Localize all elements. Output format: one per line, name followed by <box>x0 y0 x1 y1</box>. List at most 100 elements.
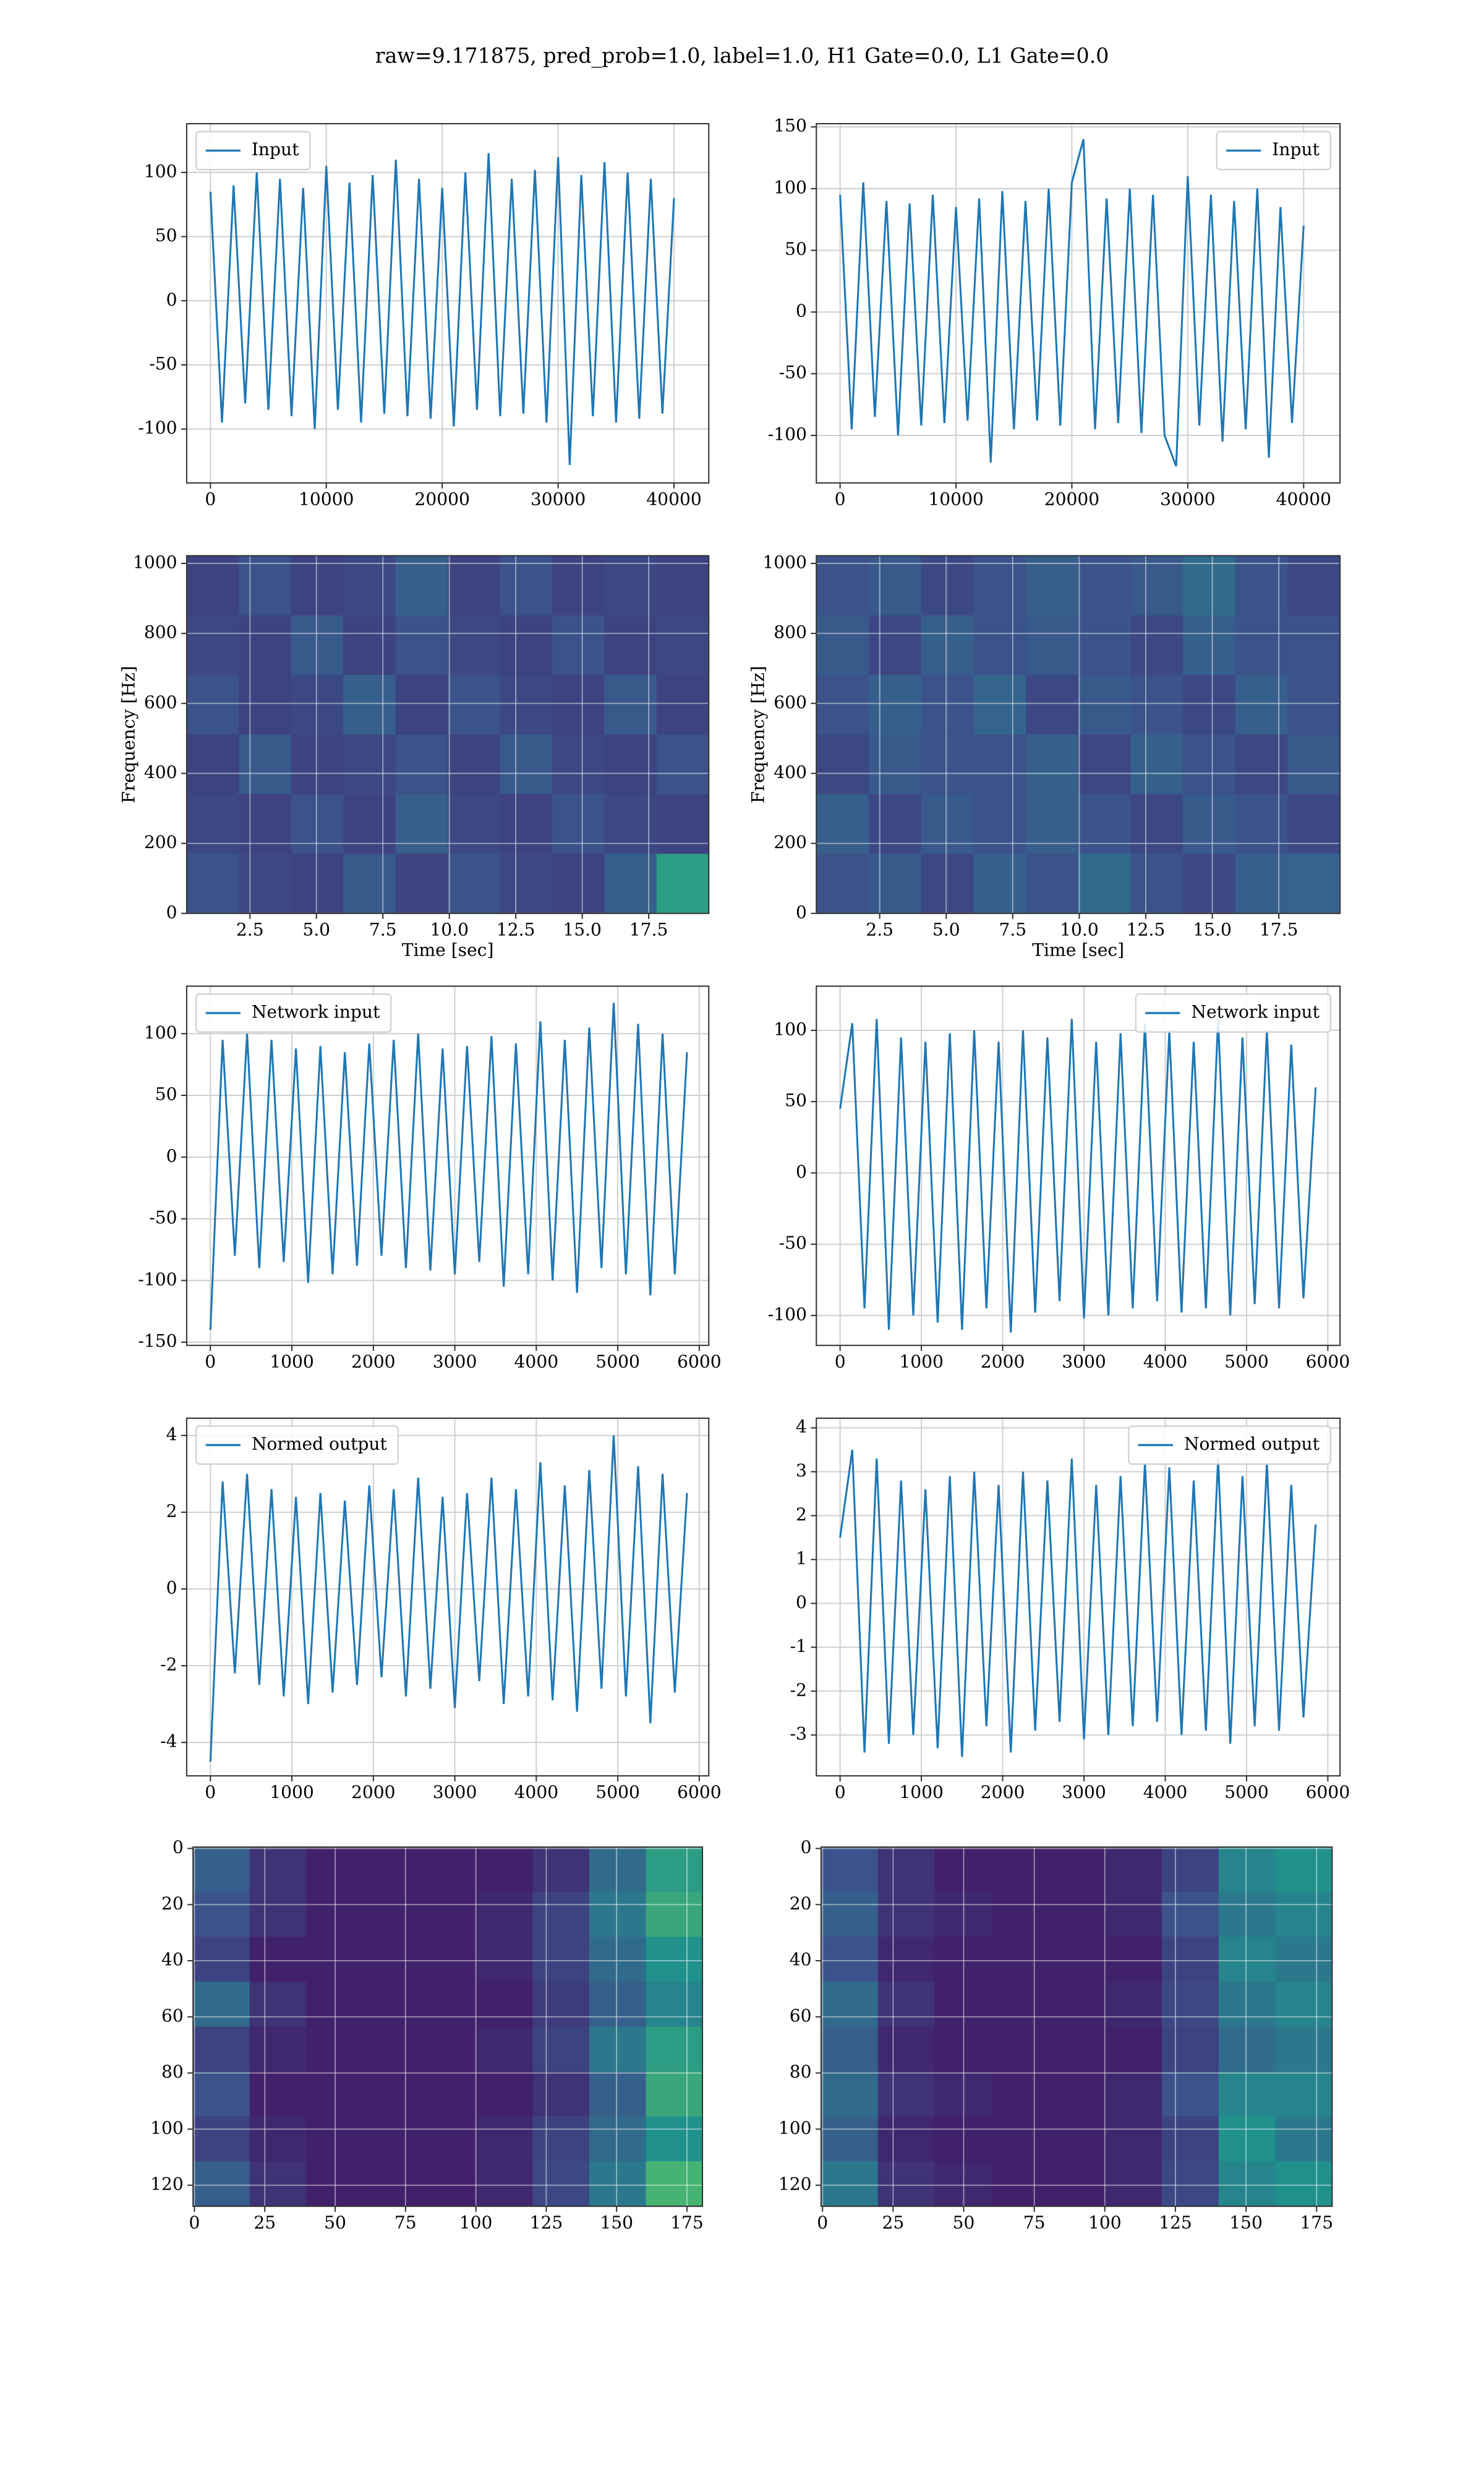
heatmap-cell <box>973 854 1026 914</box>
x-tick-label: 20000 <box>1044 489 1099 509</box>
x-tick-label: 2.5 <box>236 919 264 940</box>
heatmap-cell <box>419 1891 477 1938</box>
y-tick-label: -50 <box>779 1233 807 1253</box>
heatmap-cell <box>193 2026 250 2073</box>
heatmap-cell <box>1026 615 1079 676</box>
y-tick-label: 2 <box>166 1500 177 1521</box>
y-axis-label: Frequency [Hz] <box>118 666 139 803</box>
heatmap-cell <box>656 734 710 795</box>
x-tick-label: 2000 <box>351 1351 396 1372</box>
y-tick-label: 3 <box>796 1460 807 1481</box>
heatmap-cell <box>604 675 657 735</box>
heatmap-cell <box>395 734 448 795</box>
heatmap-cell <box>500 854 553 914</box>
heatmap-cell <box>395 615 448 676</box>
x-tick-label: 40000 <box>1276 489 1331 509</box>
heatmap-cell <box>249 1982 307 2027</box>
heatmap-cell <box>1078 555 1132 616</box>
y-tick-label: -2 <box>790 1680 806 1700</box>
heatmap-cell <box>1235 675 1289 735</box>
y-tick-label: 80 <box>790 2061 812 2082</box>
heatmap-cell <box>475 2116 534 2162</box>
y-tick-label: -150 <box>138 1331 177 1351</box>
axes-frame <box>816 122 1341 484</box>
heatmap-cell <box>1218 2161 1276 2207</box>
heatmap-cell <box>656 854 710 914</box>
x-tick-label: 75 <box>1023 2212 1046 2233</box>
heatmap-cell <box>934 1891 992 1938</box>
heatmap-cell <box>291 675 344 735</box>
heatmap-cell <box>868 555 922 616</box>
y-tick-label: 40 <box>790 1950 812 1970</box>
heatmap-cell <box>1130 854 1183 914</box>
heatmap-cell <box>821 2161 879 2207</box>
x-tick-label: 0 <box>189 2212 200 2233</box>
heatmap-cell <box>868 615 922 676</box>
heatmap-cell <box>1105 2116 1162 2162</box>
heatmap-cell <box>475 1891 534 1938</box>
y-tick-label: 100 <box>144 161 177 181</box>
heatmap-cell <box>921 854 974 914</box>
heatmap-cell <box>1048 1891 1106 1938</box>
heatmap-cell <box>604 734 657 795</box>
y-tick-label: -1 <box>790 1636 806 1656</box>
x-axis-label: Time [sec] <box>1032 940 1124 961</box>
axes-frame <box>192 1846 704 2207</box>
heatmap-cell <box>921 555 974 616</box>
y-tick-label: 100 <box>774 1019 807 1039</box>
heatmap-cell <box>395 854 448 914</box>
y-tick-label: 400 <box>144 762 177 782</box>
legend-label: Normed output <box>252 1434 388 1454</box>
heatmap-cell <box>821 2116 879 2162</box>
heatmap-cell <box>475 2161 534 2207</box>
heatmap-cell <box>362 2116 420 2162</box>
data-line <box>839 1449 1317 1757</box>
heatmap-cell <box>934 2161 992 2207</box>
heatmap-cell <box>306 1937 364 1982</box>
heatmap-cell <box>1048 2026 1106 2073</box>
y-tick-label: 600 <box>144 692 177 713</box>
heatmap-cell <box>500 794 553 855</box>
heatmap-cell <box>1218 1891 1276 1938</box>
heatmap-cell <box>1218 2116 1276 2162</box>
heatmap-cell <box>604 615 657 676</box>
heatmap-cell <box>419 1982 477 2027</box>
heatmap-cell <box>239 854 292 914</box>
heatmap-cell <box>291 555 344 616</box>
subplot: 2.5 5.0 7.5 10.0 12.5 15.0 17.5 0 200 400 600 800 10… <box>118 552 710 961</box>
heatmap-cell <box>991 2116 1049 2162</box>
heatmap-cell <box>419 1847 477 1893</box>
heatmap-cell <box>448 734 501 795</box>
x-tick-label: 12.5 <box>497 919 535 940</box>
x-tick-label: 30000 <box>1160 489 1215 509</box>
heatmap-cell <box>1161 1847 1219 1893</box>
heatmap-cell <box>816 734 869 795</box>
heatmap-cell <box>991 2026 1049 2073</box>
axes-frame <box>186 555 710 914</box>
heatmap-cell <box>973 675 1026 735</box>
heatmap-cell <box>1287 675 1341 735</box>
x-tick-label: 3000 <box>1062 1351 1106 1372</box>
legend: Normed output <box>195 1425 399 1465</box>
x-tick-label: 2000 <box>351 1782 396 1802</box>
heatmap-cell <box>589 2071 647 2117</box>
heatmap-cell <box>1218 1847 1276 1893</box>
heatmap-cell <box>821 1937 879 1982</box>
heatmap-cell <box>1275 1937 1333 1982</box>
heatmap-cell <box>1105 1982 1162 2027</box>
heatmap-cell <box>1183 794 1236 855</box>
heatmap-cell <box>362 1847 420 1893</box>
y-tick-label: 2 <box>796 1504 807 1525</box>
x-tick-label: 5000 <box>1224 1351 1269 1372</box>
heatmap-cell <box>821 2026 879 2073</box>
heatmap-cell <box>193 2071 250 2117</box>
heatmap-cell <box>868 734 922 795</box>
y-tick-label: 1000 <box>762 552 807 572</box>
heatmap-cell <box>239 734 292 795</box>
heatmap-cell <box>1218 2026 1276 2073</box>
heatmap-cell <box>1183 734 1236 795</box>
heatmap-cell <box>448 615 501 676</box>
heatmap-cell <box>306 1847 364 1893</box>
heatmap-cell <box>991 1891 1049 1938</box>
